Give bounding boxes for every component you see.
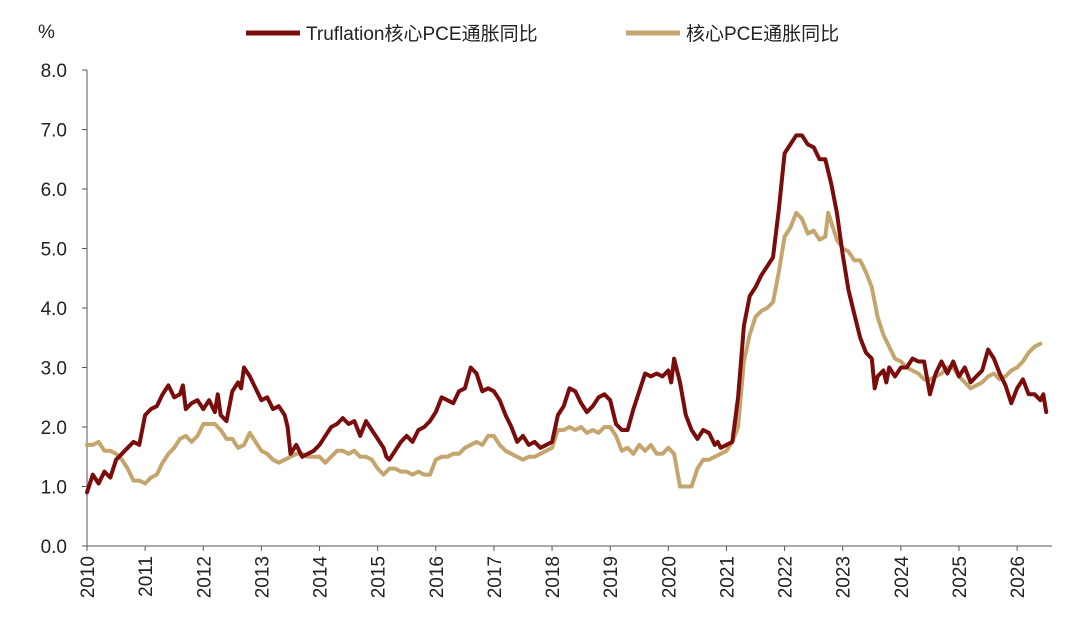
y-tick-label: 2.0 [41,418,67,439]
x-tick-label: 2017 [485,556,506,598]
y-axis-unit-label: % [38,22,55,43]
x-tick-label: 2010 [78,556,99,598]
series-lines [85,133,1049,495]
series-line-core-pce [85,210,1043,489]
y-tick-label: 6.0 [41,180,67,201]
legend-label-core-pce: 核心PCE通胀同比 [686,23,839,45]
y-tick-label: 3.0 [41,359,67,380]
x-tick-label: 2026 [1008,556,1029,598]
y-tick-label: 5.0 [41,240,67,261]
x-tick-label: 2023 [834,556,855,598]
y-tick-label: 0.0 [41,537,67,558]
y-tick-label: 1.0 [41,478,67,499]
x-tick-label: 2013 [252,556,273,598]
y-tick-label: 4.0 [41,299,67,320]
x-tick-label: 2021 [717,556,738,598]
legend-label-truflation: Truflation核心PCE通胀同比 [306,23,538,45]
x-tick-label: 2011 [136,556,157,597]
x-tick-label: 2022 [776,556,797,598]
x-tick-label: 2014 [311,556,332,599]
x-axis-ticks: 2010 2011 2012 2013 2014 2015 2016 2017 2018 2019… [78,546,1029,598]
x-tick-label: 2018 [543,556,564,598]
y-axis-ticks: 0.0 1.0 2.0 3.0 4.0 5.0 6.0 7.0 8.0 [41,61,87,558]
x-tick-label: 2012 [194,556,215,598]
x-tick-label: 2020 [659,556,680,598]
series-line-truflation-core-pce [85,133,1049,495]
x-tick-label: 2016 [427,556,448,598]
legend: Truflation核心PCE通胀同比 核心PCE通胀同比 [246,23,839,45]
x-tick-label: 2025 [950,556,971,598]
y-tick-label: 7.0 [41,121,67,142]
x-tick-label: 2015 [369,556,390,598]
x-tick-label: 2019 [601,556,622,598]
x-tick-label: 2024 [892,556,913,599]
y-tick-label: 8.0 [41,61,67,82]
